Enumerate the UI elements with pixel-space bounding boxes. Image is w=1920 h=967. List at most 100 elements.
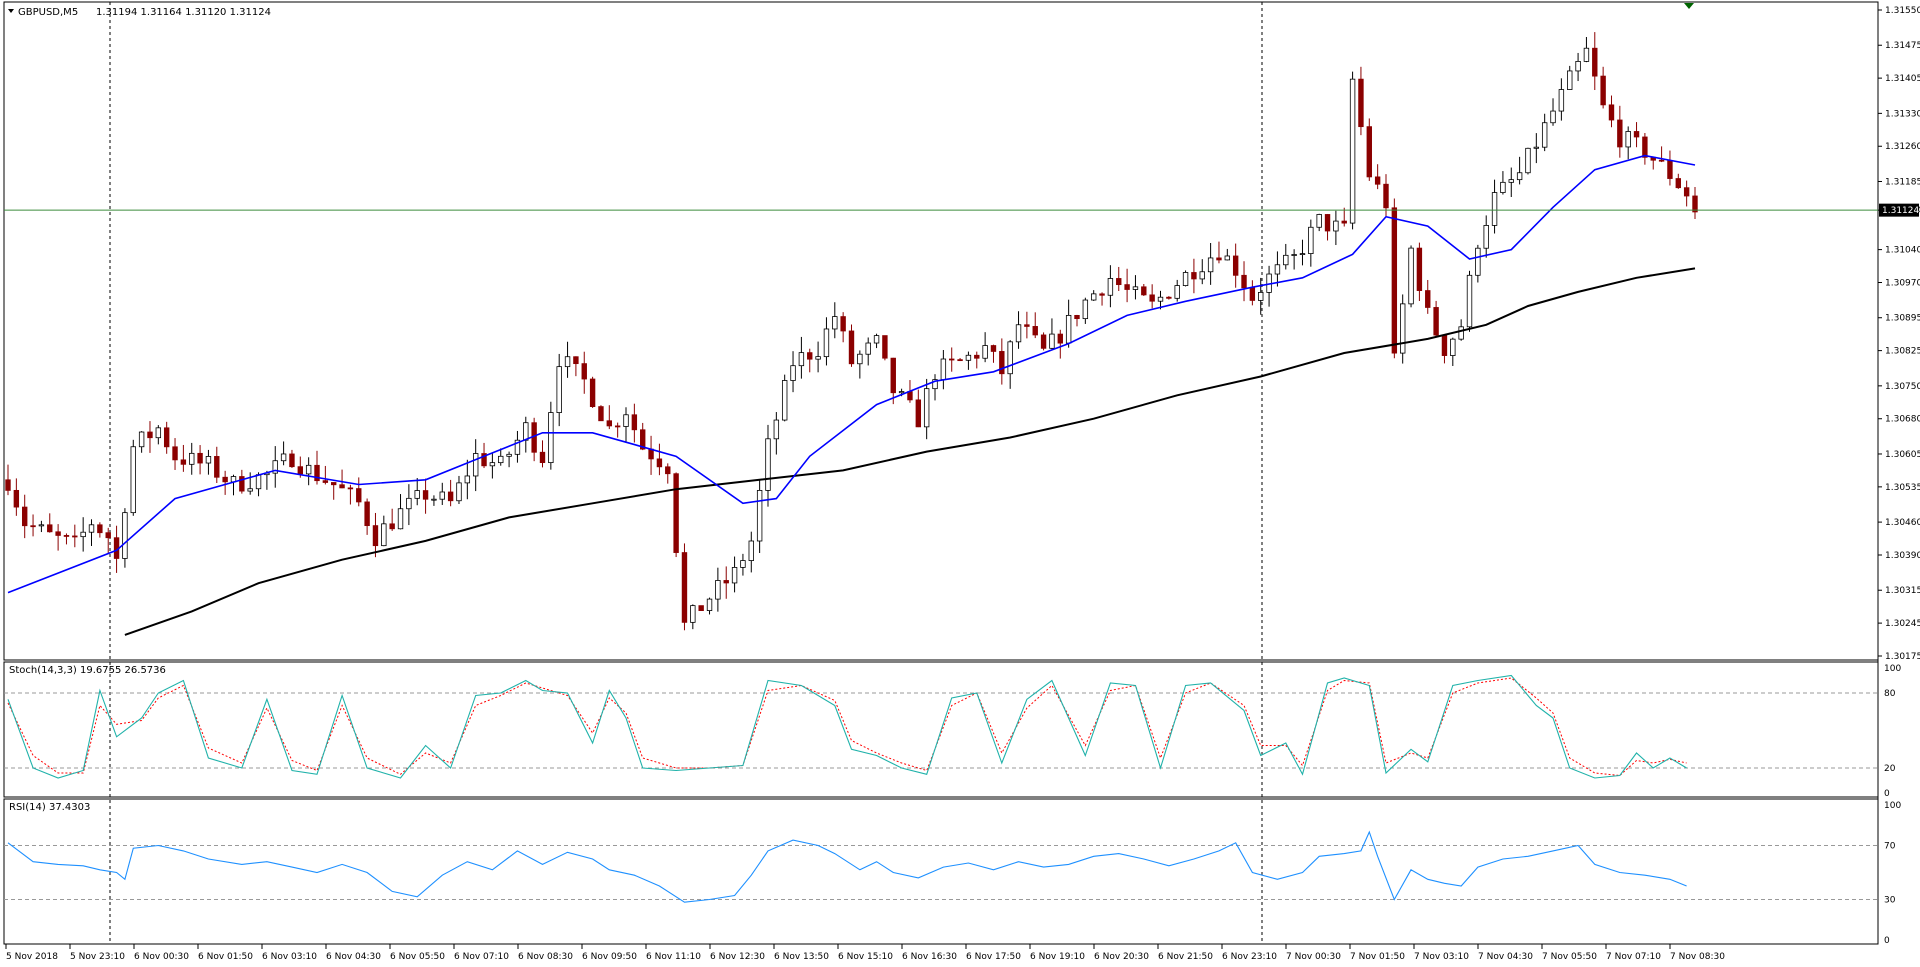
stoch-signal-line <box>7 677 1687 777</box>
candle-body <box>1024 324 1030 327</box>
candle-body <box>1391 207 1398 354</box>
candle-body <box>790 365 796 381</box>
candle-body <box>982 345 988 359</box>
candle-body <box>974 354 980 359</box>
candle-body <box>1575 61 1581 72</box>
rsi-line <box>7 830 1687 903</box>
rsi-tick-label: 70 <box>1884 842 1896 852</box>
candle-body <box>80 531 86 538</box>
price-tick-label: 1.30390 <box>1885 551 1920 561</box>
candle-body <box>55 531 61 536</box>
time-tick-label: 7 Nov 07:10 <box>1606 952 1661 962</box>
price-tick-label: 1.31475 <box>1885 41 1920 51</box>
candle-body <box>1433 307 1439 336</box>
candle-body <box>1450 338 1456 356</box>
candle-body <box>1232 255 1239 276</box>
time-tick-label: 6 Nov 01:50 <box>198 952 253 962</box>
trade-marker-icon <box>1684 3 1694 9</box>
candle-body <box>1216 257 1222 261</box>
price-tick-label: 1.31040 <box>1885 246 1920 256</box>
price-tick-label: 1.30680 <box>1885 415 1920 425</box>
candle-body <box>1082 299 1089 320</box>
candle-body <box>372 525 379 547</box>
candle-body <box>1057 333 1063 344</box>
candle-body <box>665 466 671 475</box>
candle-body <box>1617 119 1623 148</box>
time-tick-label: 7 Nov 08:30 <box>1670 952 1725 962</box>
candle-body <box>381 523 387 547</box>
candle-body <box>339 484 345 489</box>
candle-body <box>1458 326 1464 340</box>
candle-body <box>222 476 228 483</box>
candle-body <box>773 419 780 440</box>
candle-body <box>255 474 262 490</box>
time-tick-label: 6 Nov 07:10 <box>454 952 509 962</box>
candle-body <box>1667 160 1673 179</box>
candle-body <box>898 391 905 394</box>
candle-body <box>940 358 947 381</box>
stoch-tick-label: 80 <box>1884 689 1896 699</box>
candle-body <box>706 598 713 611</box>
candle-body <box>280 453 287 462</box>
candle-body <box>673 473 679 553</box>
candle-body <box>640 429 646 450</box>
candle-body <box>138 431 145 448</box>
price-tick-label: 1.30825 <box>1885 347 1920 357</box>
candle-body <box>5 479 11 491</box>
candle-body <box>489 462 496 467</box>
candle-body <box>297 466 303 475</box>
candle-body <box>1408 247 1414 305</box>
time-tick-label: 6 Nov 09:50 <box>582 952 637 962</box>
candle-body <box>1658 159 1665 162</box>
candle-body <box>322 480 329 483</box>
candle-body <box>965 354 972 361</box>
price-tick-label: 1.30605 <box>1885 450 1920 460</box>
time-tick-label: 5 Nov 23:10 <box>70 952 125 962</box>
time-tick-label: 6 Nov 05:50 <box>390 952 445 962</box>
time-tick-label: 6 Nov 19:10 <box>1030 952 1085 962</box>
candle-body <box>1191 272 1197 280</box>
candle-body <box>163 427 170 448</box>
candle-body <box>1516 172 1523 181</box>
time-tick-label: 6 Nov 00:30 <box>134 952 189 962</box>
price-tick-label: 1.30750 <box>1885 382 1920 392</box>
time-tick-label: 6 Nov 11:10 <box>646 952 701 962</box>
time-tick-label: 6 Nov 23:10 <box>1222 952 1277 962</box>
candle-body <box>1625 131 1631 148</box>
candle-body <box>247 488 253 492</box>
candle-body <box>1400 303 1406 354</box>
candle-body <box>1324 214 1331 232</box>
candle-body <box>648 448 654 460</box>
candle-body <box>840 316 846 332</box>
candle-body <box>38 524 45 527</box>
symbol-dropdown-icon[interactable] <box>8 9 14 13</box>
time-tick-label: 6 Nov 03:10 <box>262 952 317 962</box>
grid-layer <box>109 2 1263 944</box>
candle-body <box>130 446 136 514</box>
candle-body <box>589 378 596 408</box>
candle-body <box>456 482 462 502</box>
time-tick-label: 6 Nov 15:10 <box>838 952 893 962</box>
candle-body <box>857 353 863 365</box>
candle-body <box>105 532 111 539</box>
candle-body <box>481 453 487 467</box>
ohlc-label: 1.31194 1.31164 1.31120 1.31124 <box>96 7 271 18</box>
indicator-layer <box>4 674 1878 903</box>
candle-body <box>447 491 454 502</box>
candle-body <box>990 345 997 352</box>
candle-body <box>1642 136 1648 158</box>
candle-body <box>1416 247 1423 291</box>
price-tick-label: 1.30535 <box>1885 483 1920 493</box>
candle-body <box>748 540 754 561</box>
candle-body <box>1149 294 1155 302</box>
time-tick-label: 6 Nov 16:30 <box>902 952 957 962</box>
axes-layer: 1.31550 1.31475 1.31405 1.31330 1.31260 1.311… <box>5 6 1920 962</box>
time-tick-label: 7 Nov 00:30 <box>1286 952 1341 962</box>
time-tick-label: 6 Nov 20:30 <box>1094 952 1149 962</box>
candle-body <box>681 552 688 623</box>
candle-body <box>1207 257 1214 273</box>
candle-body <box>882 335 888 359</box>
candle-body <box>1308 226 1314 255</box>
candle-body <box>506 453 512 457</box>
